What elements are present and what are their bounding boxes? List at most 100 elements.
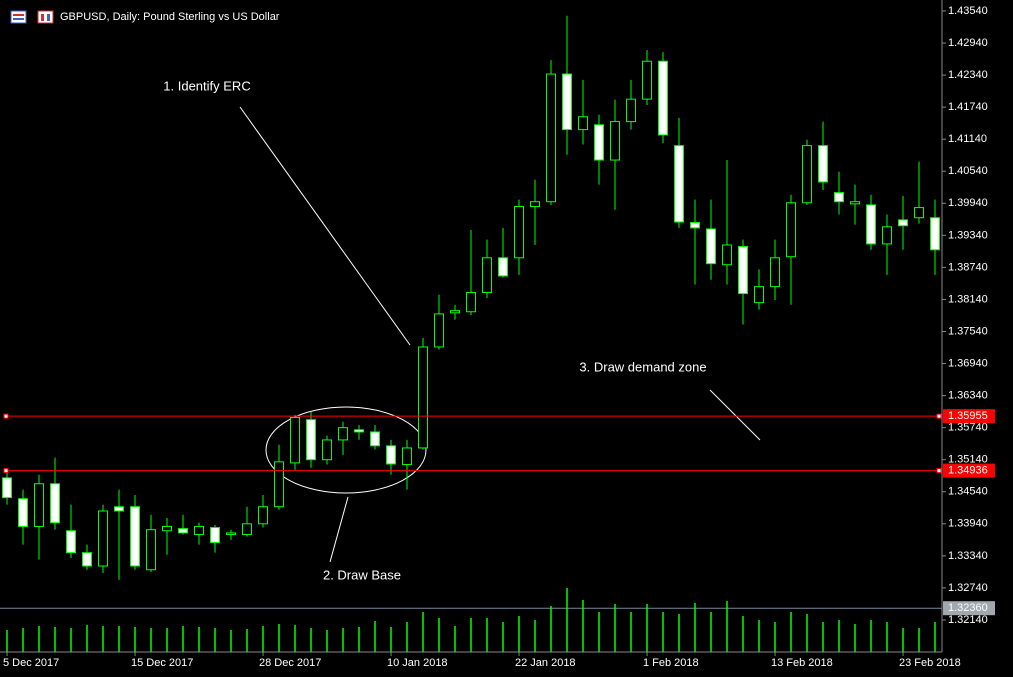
candle-body bbox=[546, 73, 556, 203]
candle-body bbox=[482, 257, 492, 294]
candle-body bbox=[642, 60, 652, 100]
candle-body bbox=[162, 525, 172, 532]
candle-body bbox=[306, 419, 316, 461]
candle-body bbox=[418, 346, 428, 449]
x-tick-label: 1 Feb 2018 bbox=[643, 657, 699, 669]
annotation-arrow bbox=[239, 106, 411, 346]
candle-body bbox=[114, 506, 124, 512]
y-tick-label: 1.42340 bbox=[948, 69, 988, 81]
y-tick-label: 1.37540 bbox=[948, 325, 988, 337]
candle-body bbox=[34, 483, 44, 527]
y-tick-label: 1.36940 bbox=[948, 357, 988, 369]
candle-body bbox=[178, 528, 188, 534]
icon bbox=[10, 10, 27, 24]
candle-body bbox=[18, 498, 28, 527]
candle-body bbox=[2, 477, 12, 499]
y-tick-label: 1.40540 bbox=[948, 165, 988, 177]
candle-body bbox=[578, 116, 588, 131]
candle-body bbox=[514, 206, 524, 259]
candle-body bbox=[674, 145, 684, 223]
y-tick-label: 1.43540 bbox=[948, 5, 988, 17]
candle-body bbox=[226, 532, 236, 535]
zone-label-bg bbox=[943, 409, 995, 424]
candle-body bbox=[722, 244, 732, 266]
candle-body bbox=[818, 145, 828, 183]
candle-body bbox=[130, 506, 140, 567]
candle-body bbox=[610, 121, 620, 161]
icon bbox=[37, 10, 54, 24]
candle-body bbox=[802, 145, 812, 204]
zone-label: 1.35955 bbox=[948, 410, 988, 422]
candle-body bbox=[290, 417, 300, 464]
chart-title: GBPUSD, Daily: Pound Sterling vs US Doll… bbox=[60, 11, 280, 23]
candle-body bbox=[866, 204, 876, 245]
y-tick-label: 1.33940 bbox=[948, 518, 988, 530]
price-line-label: 1.32360 bbox=[948, 602, 988, 614]
candle-body bbox=[882, 226, 892, 245]
zone-label: 1.34936 bbox=[948, 465, 988, 477]
candle-body bbox=[738, 246, 748, 295]
zone-line-handle bbox=[3, 413, 9, 419]
y-tick-label: 1.35140 bbox=[948, 454, 988, 466]
candle-body bbox=[786, 202, 796, 258]
candle-body bbox=[258, 506, 268, 525]
icon-stripe bbox=[41, 14, 44, 21]
y-tick-label: 1.33340 bbox=[948, 550, 988, 562]
candle-body bbox=[626, 98, 636, 123]
x-tick-label: 23 Feb 2018 bbox=[899, 657, 961, 669]
candle-body bbox=[530, 201, 540, 208]
candle-body bbox=[402, 447, 412, 466]
candle-body bbox=[82, 552, 92, 567]
price-line-label-bg bbox=[943, 601, 995, 616]
y-tick-label: 1.34540 bbox=[948, 486, 988, 498]
y-tick-label: 1.41740 bbox=[948, 101, 988, 113]
annotation: 2. Draw Base bbox=[323, 567, 401, 582]
annotation: 1. Identify ERC bbox=[163, 78, 250, 93]
candle-body bbox=[434, 313, 444, 348]
candle-body bbox=[658, 60, 668, 136]
y-tick-label: 1.32740 bbox=[948, 582, 988, 594]
candle-body bbox=[210, 527, 220, 543]
candle-body bbox=[354, 429, 364, 433]
x-tick-label: 22 Jan 2018 bbox=[515, 657, 576, 669]
candle-body bbox=[322, 439, 332, 461]
y-tick-label: 1.42940 bbox=[948, 37, 988, 49]
candle-body bbox=[850, 201, 860, 205]
x-tick-label: 15 Dec 2017 bbox=[131, 657, 193, 669]
candle-body bbox=[706, 228, 716, 265]
annotation-arrow bbox=[329, 496, 349, 563]
candle-body bbox=[754, 286, 764, 304]
y-tick-label: 1.38740 bbox=[948, 261, 988, 273]
candle-body bbox=[770, 257, 780, 288]
candle-body bbox=[450, 310, 460, 314]
y-tick-label: 1.39940 bbox=[948, 197, 988, 209]
y-tick-label: 1.38140 bbox=[948, 293, 988, 305]
candle-body bbox=[690, 222, 700, 229]
y-tick-label: 1.39340 bbox=[948, 229, 988, 241]
candle-body bbox=[194, 525, 204, 535]
annotation: 3. Draw demand zone bbox=[579, 359, 706, 374]
candle-body bbox=[834, 192, 844, 203]
x-tick-label: 10 Jan 2018 bbox=[387, 657, 448, 669]
x-tick-label: 13 Feb 2018 bbox=[771, 657, 833, 669]
x-tick-label: 28 Dec 2017 bbox=[259, 657, 321, 669]
candle-body bbox=[898, 219, 908, 227]
icon-stripe bbox=[13, 14, 24, 16]
symbol-icons bbox=[10, 10, 54, 24]
y-tick-label: 1.32140 bbox=[948, 614, 988, 626]
candle-body bbox=[338, 427, 348, 441]
candle-body bbox=[594, 124, 604, 161]
candle-body bbox=[66, 530, 76, 554]
candle-body bbox=[386, 445, 396, 465]
annotation-arrow bbox=[709, 389, 761, 441]
candle-body bbox=[562, 73, 572, 131]
x-tick-label: 5 Dec 2017 bbox=[3, 657, 59, 669]
candle-body bbox=[242, 523, 252, 535]
base-ellipse bbox=[265, 406, 427, 494]
zone-line-handle bbox=[936, 413, 942, 419]
zone-label-bg bbox=[943, 463, 995, 478]
candle-body bbox=[50, 483, 60, 524]
y-tick-label: 1.41140 bbox=[948, 133, 987, 145]
candle-body bbox=[98, 510, 108, 567]
